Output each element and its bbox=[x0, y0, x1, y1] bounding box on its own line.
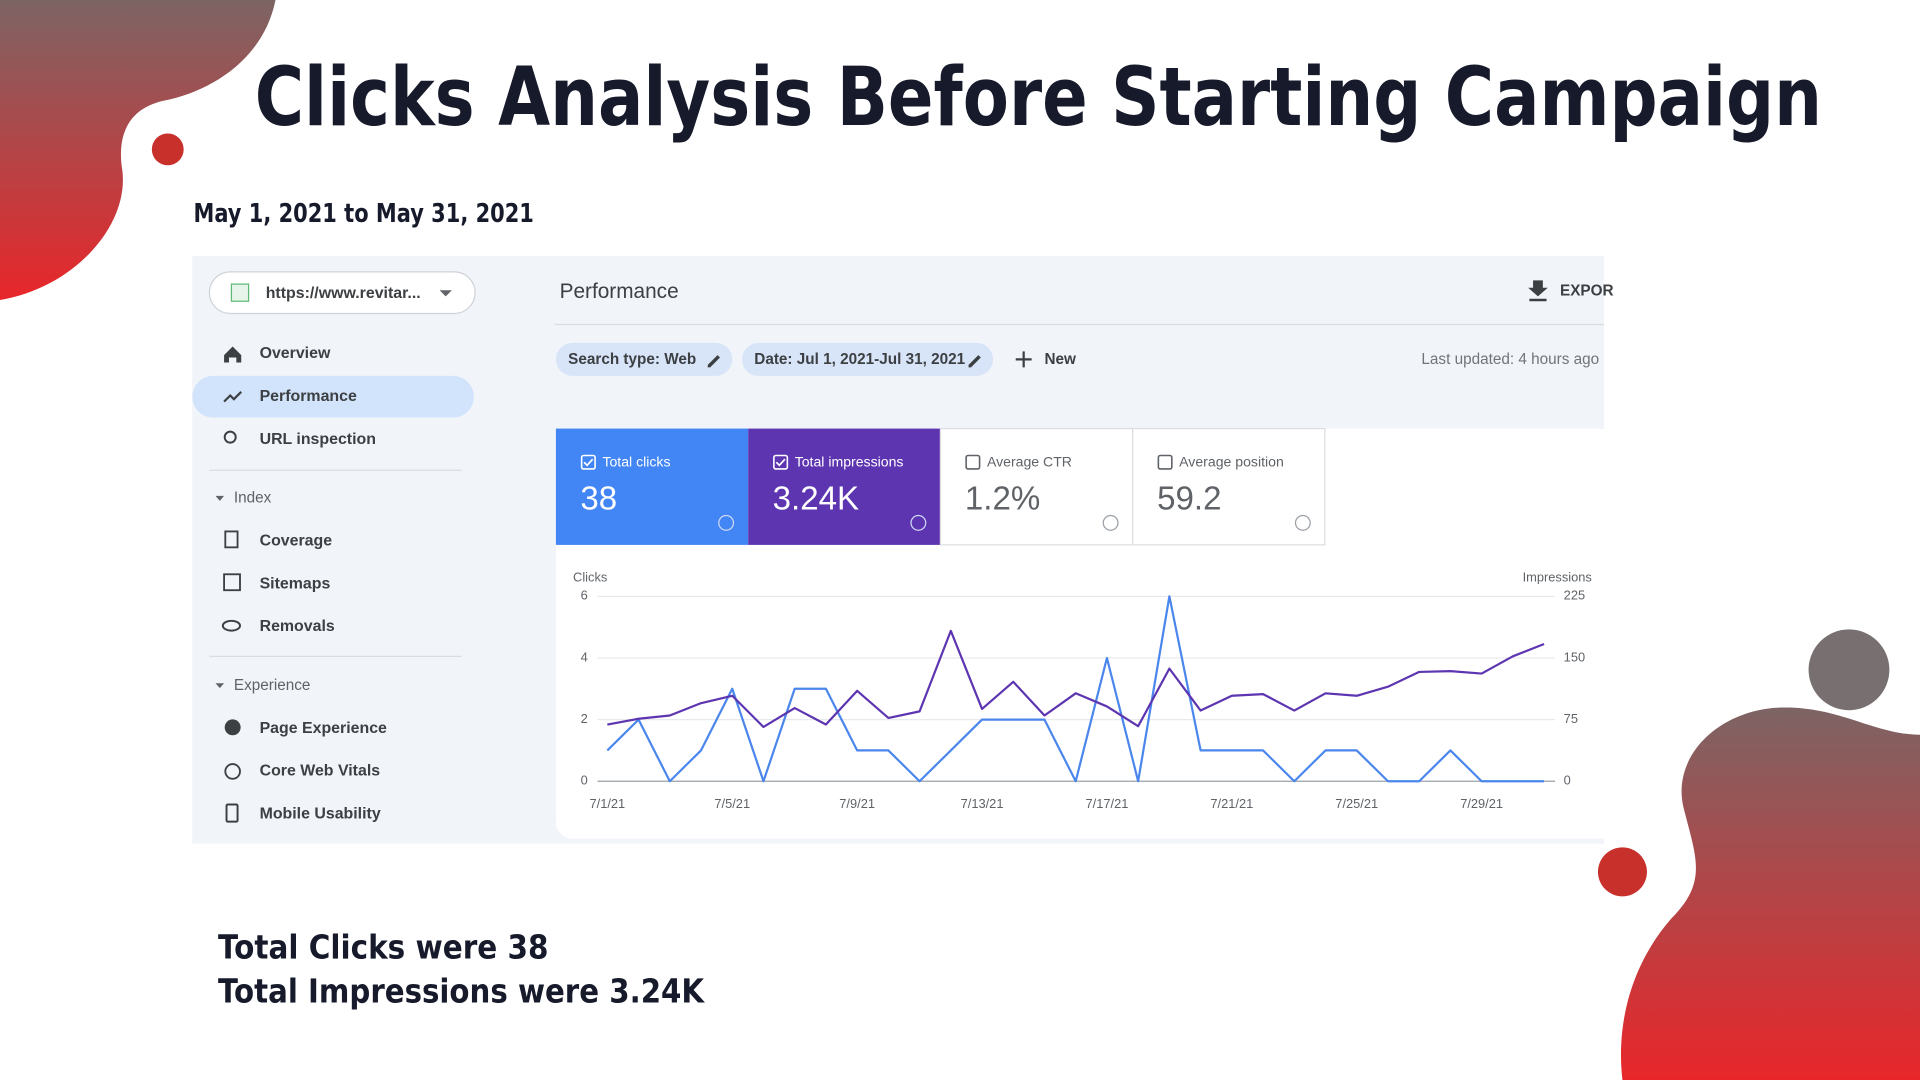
date-range: May 1, 2021 to May 31, 2021 bbox=[193, 199, 533, 229]
icon bbox=[224, 719, 241, 736]
x-tick-label: 7/9/21 bbox=[839, 796, 875, 811]
metric-card[interactable] bbox=[1132, 427, 1326, 546]
metric-card[interactable] bbox=[555, 428, 749, 545]
y2-tick-label: 150 bbox=[1564, 649, 1585, 664]
plus-icon bbox=[1015, 351, 1032, 368]
property-select[interactable] bbox=[208, 271, 476, 315]
nav-item[interactable]: Page Experience bbox=[260, 720, 387, 737]
x-tick-label: 7/21/21 bbox=[1210, 796, 1253, 811]
page-title: Performance bbox=[560, 280, 679, 303]
chip-label: Date: Jul 1, 2021-Jul 31, 2021 bbox=[754, 351, 965, 368]
edit-icon bbox=[968, 355, 981, 368]
nav-item[interactable]: Overview bbox=[260, 345, 331, 362]
metric-value: 59.2 bbox=[1157, 481, 1221, 518]
y-tick-label: 0 bbox=[581, 773, 588, 788]
nav-item[interactable]: Coverage bbox=[260, 532, 333, 549]
nav-item[interactable]: Sitemaps bbox=[260, 575, 331, 592]
axis-label: Clicks bbox=[573, 569, 607, 584]
download-icon bbox=[1528, 280, 1548, 302]
y-tick-label: 6 bbox=[581, 588, 588, 603]
y2-tick-label: 75 bbox=[1564, 711, 1578, 726]
nav-section[interactable]: Index bbox=[234, 489, 272, 506]
x-tick-label: 7/5/21 bbox=[714, 796, 750, 811]
series-line bbox=[607, 629, 1545, 729]
metric-value: 1.2% bbox=[965, 481, 1040, 518]
series-line bbox=[606, 595, 1545, 783]
metric-value: 38 bbox=[580, 481, 617, 518]
nav-item[interactable]: Performance bbox=[260, 388, 357, 405]
caret bbox=[215, 495, 225, 501]
caret bbox=[215, 683, 225, 689]
x-tick-label: 7/25/21 bbox=[1335, 796, 1378, 811]
checkmark bbox=[583, 458, 594, 467]
icon bbox=[221, 619, 241, 632]
metric-label: Average CTR bbox=[987, 454, 1072, 470]
nav-item[interactable]: Removals bbox=[260, 618, 335, 635]
y2-tick-label: 225 bbox=[1564, 588, 1585, 603]
metric-label: Total clicks bbox=[602, 454, 670, 470]
nav-highlight bbox=[192, 375, 474, 418]
metric-cards: Total clicks 38 Total impressions 3.24K Aver… bbox=[555, 427, 1326, 546]
dropdown-arrow bbox=[439, 290, 452, 297]
help-icon bbox=[910, 514, 927, 531]
checkbox bbox=[773, 454, 789, 470]
checkbox bbox=[1157, 454, 1173, 470]
screenshot: https://www.revitar... Overview Performa… bbox=[192, 255, 1617, 844]
nav-item[interactable]: URL inspection bbox=[260, 431, 376, 448]
y-tick-label: 2 bbox=[581, 711, 588, 726]
icon bbox=[224, 346, 242, 363]
icon bbox=[225, 803, 239, 823]
x-tick-label: 7/29/21 bbox=[1460, 796, 1503, 811]
chip-label: Search type: Web bbox=[568, 351, 696, 368]
slide-title: Clicks Analysis Before Starting Campaign bbox=[255, 51, 1822, 145]
x-tick-label: 7/17/21 bbox=[1086, 796, 1129, 811]
icon bbox=[223, 430, 237, 444]
new-filter[interactable]: New bbox=[1044, 351, 1076, 368]
help-icon bbox=[1294, 514, 1311, 531]
axis-label: Impressions bbox=[1523, 569, 1592, 584]
property-icon bbox=[230, 283, 250, 302]
metric-card[interactable] bbox=[748, 428, 941, 545]
help-icon bbox=[718, 514, 735, 531]
metric-label: Total impressions bbox=[795, 454, 904, 470]
summary: Total Impressions were 3.24K bbox=[218, 972, 705, 1011]
dot bbox=[1597, 847, 1647, 897]
property-url: https://www.revitar... bbox=[266, 285, 421, 302]
blob bbox=[0, 0, 276, 300]
last-updated: Last updated: 4 hours ago bbox=[1421, 351, 1599, 368]
icon bbox=[224, 530, 239, 549]
metric-label: Average position bbox=[1179, 454, 1284, 470]
help-icon bbox=[1102, 514, 1119, 531]
y2-tick-label: 0 bbox=[1564, 773, 1571, 788]
icon bbox=[223, 573, 241, 592]
icon bbox=[224, 763, 241, 780]
metric-value: 3.24K bbox=[773, 481, 859, 518]
x-tick-label: 7/1/21 bbox=[589, 796, 625, 811]
icon bbox=[223, 391, 243, 403]
filter-chip[interactable] bbox=[555, 342, 733, 376]
nav-item[interactable]: Mobile Usability bbox=[260, 805, 381, 822]
dot bbox=[151, 133, 184, 166]
export-button[interactable]: EXPOR bbox=[1560, 282, 1614, 299]
checkmark bbox=[775, 458, 786, 467]
edit-icon bbox=[707, 355, 720, 368]
nav-section[interactable]: Experience bbox=[234, 677, 311, 694]
dot bbox=[1808, 629, 1890, 711]
checkbox bbox=[965, 454, 981, 470]
nav-item[interactable]: Core Web Vitals bbox=[260, 763, 381, 780]
y-tick-label: 4 bbox=[581, 649, 588, 664]
blob bbox=[1620, 707, 1920, 1080]
performance-chart: Clicks Impressions 0 2 4 6 0 75 150 225 7/1/21 7/5/… bbox=[573, 569, 1592, 811]
filter-chip[interactable] bbox=[742, 342, 994, 376]
checkbox bbox=[580, 454, 596, 470]
summary: Total Clicks were 38 bbox=[218, 927, 549, 966]
x-tick-label: 7/13/21 bbox=[961, 796, 1004, 811]
